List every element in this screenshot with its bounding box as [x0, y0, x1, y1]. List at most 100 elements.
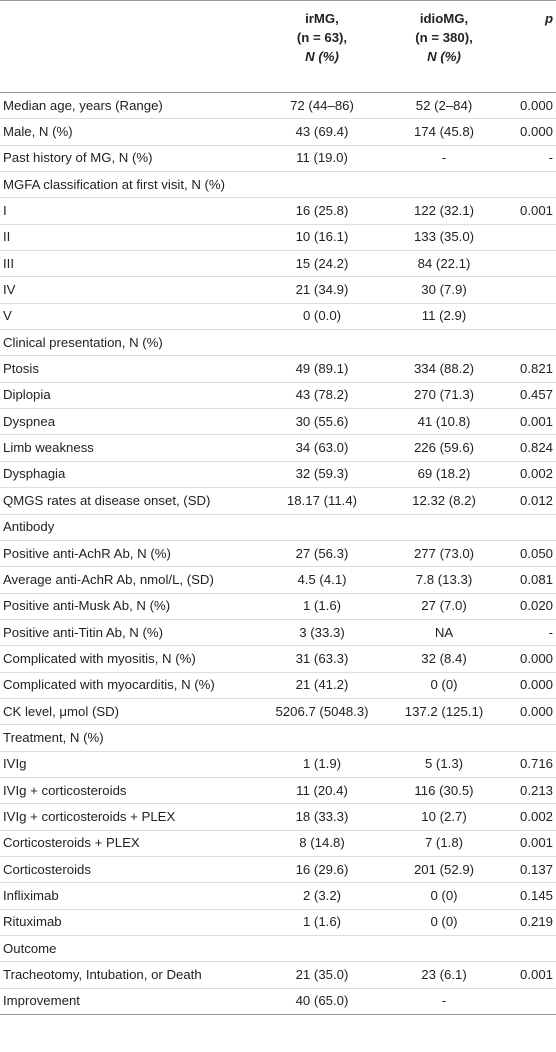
cell: NA	[434, 624, 454, 640]
table-row: Complicated with myocarditis, N (%) 21 (4…	[0, 672, 556, 699]
cell: 12.32 (8.2)	[412, 492, 476, 508]
cell: 334 (88.2)	[413, 361, 475, 377]
cell: 0.000	[519, 650, 553, 666]
cell: 201 (52.9)	[413, 861, 475, 877]
table-row: Antibody	[0, 514, 556, 541]
cell: 21 (35.0)	[295, 967, 349, 983]
cell: 21 (34.9)	[295, 282, 349, 298]
cell	[270, 514, 374, 540]
table-row: Improvement 40 (65.0) -	[0, 988, 556, 1015]
cell: 31 (63.3)	[295, 650, 349, 666]
cell: 43 (69.4)	[295, 124, 349, 140]
header-cell: p	[514, 1, 556, 93]
table-row: IV 21 (34.9) 30 (7.9)	[0, 277, 556, 304]
cell	[374, 172, 514, 198]
row-label: CK level, μmol (SD)	[3, 703, 120, 719]
cell: 11 (19.0)	[296, 150, 348, 166]
cell: 0.001	[519, 413, 553, 429]
cell: 137.2 (125.1)	[404, 703, 484, 719]
row-label: II	[3, 229, 11, 245]
row-label: IVIg	[3, 756, 27, 772]
cell: 0.050	[519, 545, 553, 561]
cell: 174 (45.8)	[413, 124, 475, 140]
table-row: IVIg 1 (1.9) 5 (1.3) 0.716	[0, 751, 556, 778]
header-cell: idioMG, (n = 380), N (%)	[374, 1, 514, 93]
cell	[514, 514, 556, 540]
cell: 0 (0)	[430, 677, 458, 693]
cell: 15 (24.2)	[295, 255, 349, 271]
header-line: p	[544, 11, 553, 26]
cell	[374, 514, 514, 540]
cell: 3 (33.3)	[299, 624, 345, 640]
cell: 32 (59.3)	[295, 466, 349, 482]
header-line: (n = 63),	[296, 30, 348, 45]
cell: -	[441, 993, 447, 1009]
table-row: Male, N (%) 43 (69.4) 174 (45.8) 0.000	[0, 119, 556, 146]
cell: 27 (56.3)	[295, 545, 349, 561]
cell	[270, 725, 374, 751]
cell	[514, 277, 556, 303]
row-label: Average anti-AchR Ab, nmol/L, (SD)	[3, 571, 214, 587]
table-row: Complicated with myositis, N (%) 31 (63.3…	[0, 646, 556, 673]
cell: 0.081	[519, 571, 553, 587]
row-label: IVIg + corticosteroids + PLEX	[3, 808, 176, 824]
cell: 133 (35.0)	[413, 229, 475, 245]
cell: 0.001	[519, 835, 553, 851]
cell: 0.213	[519, 782, 553, 798]
cell: 226 (59.6)	[413, 440, 475, 456]
header-line: irMG,	[305, 11, 339, 26]
table-row: Treatment, N (%)	[0, 725, 556, 752]
row-label: Dysphagia	[3, 466, 66, 482]
header-cell	[0, 1, 270, 93]
cell: 116 (30.5)	[414, 782, 474, 798]
table-row: Limb weakness 34 (63.0) 226 (59.6) 0.824	[0, 435, 556, 462]
cell: 32 (8.4)	[421, 650, 467, 666]
cell: 0.002	[519, 808, 553, 824]
row-label: Limb weakness	[3, 440, 94, 456]
cell: 1 (1.6)	[302, 598, 342, 614]
cell: 40 (65.0)	[295, 993, 349, 1009]
cell: 11 (20.4)	[296, 782, 348, 798]
cell: 8 (14.8)	[299, 835, 345, 851]
row-label: Corticosteroids	[3, 861, 91, 877]
table-row: Infliximab 2 (3.2) 0 (0) 0.145	[0, 883, 556, 910]
cell: 7.8 (13.3)	[415, 571, 473, 587]
cell	[374, 936, 514, 962]
cell: 0.012	[519, 492, 553, 508]
cell: 0.219	[519, 914, 553, 930]
cell: 30 (7.9)	[421, 282, 467, 298]
table-row: Dysphagia 32 (59.3) 69 (18.2) 0.002	[0, 461, 556, 488]
cell: 10 (2.7)	[421, 808, 467, 824]
table-row: Tracheotomy, Intubation, or Death 21 (35.…	[0, 962, 556, 989]
cell	[514, 725, 556, 751]
header-line: idioMG,	[419, 11, 469, 26]
cell: 0.000	[519, 703, 553, 719]
table-row: Outcome	[0, 936, 556, 962]
cell: 5206.7 (5048.3)	[275, 703, 369, 719]
row-label: Complicated with myocarditis, N (%)	[3, 677, 215, 693]
cell: 277 (73.0)	[413, 545, 475, 561]
row-label: Ptosis	[3, 361, 39, 377]
row-label: Past history of MG, N (%)	[3, 150, 153, 166]
table-row: Positive anti-Musk Ab, N (%) 1 (1.6) 27 (7…	[0, 593, 556, 620]
table-row: IVIg + corticosteroids + PLEX 18 (33.3) 10…	[0, 804, 556, 831]
table-body: Median age, years (Range) 72 (44–86) 52 (2…	[0, 93, 556, 1015]
cell: 10 (16.1)	[295, 229, 349, 245]
table-row: QMGS rates at disease onset, (SD) 18.17 (…	[0, 488, 556, 514]
cell: 7 (1.8)	[424, 835, 464, 851]
table-header: irMG, (n = 63), N (%) idioMG, (n = 380), N (%…	[0, 0, 556, 93]
cell: 0.001	[519, 967, 553, 983]
cell: 43 (78.2)	[295, 387, 349, 403]
table-row: I 16 (25.8) 122 (32.1) 0.001	[0, 198, 556, 225]
cell	[514, 988, 556, 1014]
cell: 0 (0)	[430, 914, 458, 930]
table-row: V 0 (0.0) 11 (2.9)	[0, 303, 556, 330]
cell: 0.457	[519, 387, 553, 403]
cell: 84 (22.1)	[417, 255, 471, 271]
row-label: Tracheotomy, Intubation, or Death	[3, 967, 202, 983]
cell: -	[548, 624, 553, 640]
header-line: N (%)	[305, 49, 339, 64]
cell: 0.824	[519, 440, 553, 456]
cell: 0.000	[519, 97, 553, 113]
cell	[514, 330, 556, 356]
